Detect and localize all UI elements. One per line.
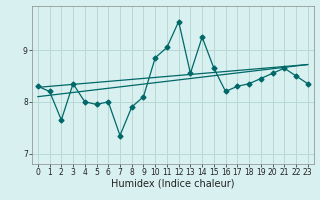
X-axis label: Humidex (Indice chaleur): Humidex (Indice chaleur): [111, 179, 235, 189]
